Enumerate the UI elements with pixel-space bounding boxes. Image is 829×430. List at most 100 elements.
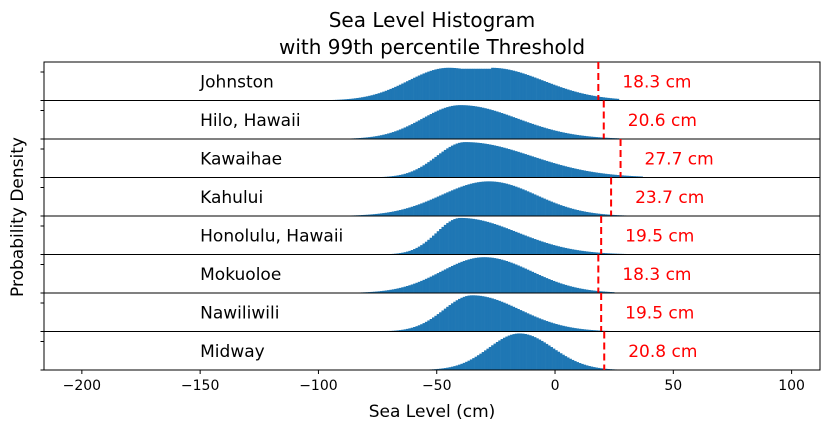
- histogram-bar: [476, 219, 480, 255]
- histogram-bar: [588, 171, 591, 178]
- histogram-bar: [427, 320, 430, 332]
- histogram-bar: [524, 235, 527, 255]
- histogram-bar: [450, 190, 454, 216]
- histogram-bar: [486, 108, 490, 139]
- histogram-bar: [512, 185, 516, 216]
- histogram-bar: [450, 67, 454, 101]
- histogram-bar: [505, 303, 509, 332]
- histogram-bar: [510, 262, 513, 293]
- histogram-bar: [458, 262, 461, 293]
- histogram-bar: [595, 96, 598, 101]
- histogram-bar: [439, 153, 442, 178]
- histogram-bar: [545, 321, 549, 332]
- histogram-bar: [514, 71, 518, 101]
- histogram-bar: [507, 335, 511, 370]
- histogram-bar: [488, 257, 492, 293]
- x-tick-label: 100: [778, 378, 805, 394]
- panel-1: Hilo, Hawaii 20.6 cm: [40, 100, 821, 140]
- histogram-bar: [585, 251, 589, 255]
- histogram-bar: [531, 193, 535, 216]
- histogram-bar: [502, 337, 506, 370]
- histogram-bar: [370, 136, 374, 139]
- histogram-bar: [500, 259, 504, 293]
- histogram-bar: [550, 162, 553, 178]
- histogram-bar: [398, 84, 402, 101]
- histogram-bar: [396, 85, 400, 101]
- histogram-bar: [443, 67, 447, 101]
- histogram-bar: [389, 211, 393, 216]
- histogram-bar: [555, 163, 558, 178]
- histogram-bar: [571, 286, 575, 293]
- histogram-bar: [505, 114, 509, 139]
- histogram-bar: [524, 268, 527, 293]
- histogram-bar: [559, 246, 563, 255]
- histogram-bar: [512, 150, 516, 178]
- histogram-bar: [607, 214, 610, 216]
- histogram-bar: [583, 135, 587, 139]
- threshold-label: 20.8 cm: [628, 342, 697, 362]
- histogram-bar: [526, 122, 530, 139]
- histogram-bar: [512, 263, 516, 293]
- histogram-bar: [443, 224, 447, 255]
- histogram-bar: [545, 128, 549, 139]
- histogram-bar: [517, 333, 520, 370]
- histogram-bar: [429, 70, 433, 101]
- histogram-bar: [578, 288, 582, 293]
- histogram-bar: [564, 326, 568, 332]
- histogram-bar: [472, 258, 475, 293]
- histogram-bar: [401, 174, 404, 178]
- histogram-bar: [469, 142, 473, 178]
- histogram-bar: [427, 115, 430, 139]
- histogram-bar: [377, 93, 381, 101]
- histogram-bar: [521, 189, 525, 216]
- histogram-bar: [474, 182, 478, 216]
- histogram-bar: [536, 125, 539, 139]
- histogram-bar: [420, 203, 423, 216]
- histogram-bar: [555, 130, 558, 139]
- histogram-bar: [585, 211, 589, 216]
- histogram-bar: [588, 212, 591, 216]
- histogram-bar: [448, 106, 452, 139]
- histogram-bar: [441, 151, 445, 178]
- histogram-bar: [453, 301, 456, 332]
- histogram-bar: [545, 82, 549, 101]
- histogram-bar: [578, 250, 582, 255]
- histogram-bar: [604, 137, 608, 139]
- histogram-bar: [384, 134, 388, 139]
- x-axis: −200 −150 −100 −50 0 50 100: [63, 370, 805, 394]
- histogram-bar: [481, 68, 485, 101]
- histogram-bar: [500, 301, 504, 332]
- histogram-bar: [583, 329, 587, 332]
- histogram-bar: [597, 172, 601, 178]
- histogram-bar: [562, 325, 565, 332]
- histogram-bar: [592, 252, 596, 255]
- histogram-bar: [422, 117, 426, 139]
- histogram-bar: [396, 288, 400, 293]
- histogram-bar: [531, 336, 535, 370]
- histogram-bar: [493, 343, 497, 370]
- histogram-bar: [500, 182, 504, 216]
- histogram-bar: [467, 360, 471, 370]
- histogram-bar: [387, 290, 390, 293]
- histogram-bar: [401, 83, 404, 101]
- histogram-bar: [510, 305, 513, 332]
- histogram-bar: [436, 231, 440, 255]
- histogram-bar: [637, 176, 641, 178]
- histogram-bar: [474, 106, 478, 139]
- x-tick-label: 0: [551, 378, 560, 394]
- panel-2: Kawaihae 27.7 cm: [40, 138, 821, 178]
- histogram-bar: [486, 68, 490, 101]
- histogram-bar: [469, 183, 473, 216]
- histogram-bar: [382, 134, 385, 139]
- histogram-bar: [538, 79, 542, 101]
- histogram-bar: [408, 207, 412, 216]
- histogram-bar: [566, 248, 570, 255]
- histogram-bar: [495, 181, 499, 216]
- histogram-bar: [583, 289, 587, 293]
- histogram-bar: [552, 245, 556, 255]
- histogram-bar: [573, 249, 577, 255]
- histogram-bar: [510, 70, 513, 101]
- histogram-bar: [524, 154, 527, 178]
- histogram-bar: [382, 91, 385, 101]
- histogram-bar: [342, 99, 345, 101]
